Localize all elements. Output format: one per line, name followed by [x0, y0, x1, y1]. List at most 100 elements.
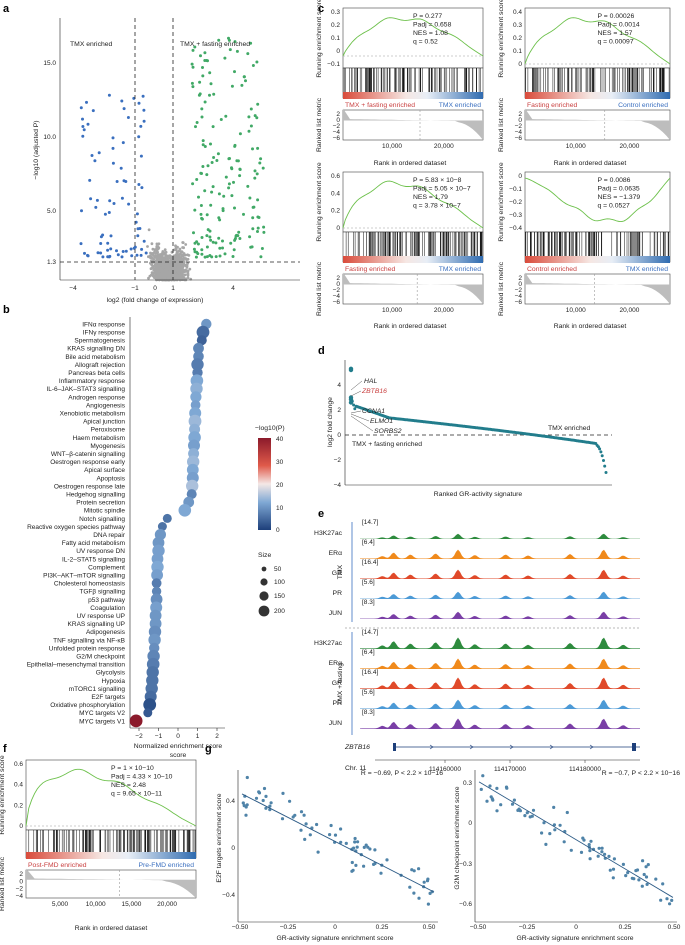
volcano-point-up [191, 182, 195, 186]
volcano-point-up [210, 190, 214, 194]
g-point [588, 849, 592, 853]
volcano-point-up [191, 85, 195, 89]
volcano-point-up [246, 184, 250, 188]
g-point [654, 877, 658, 881]
b-cbar-tick: 20 [276, 482, 284, 489]
gsea-rank-tick: 10,000 [86, 901, 106, 908]
b-pathway-label: KRAS signalling DN [67, 346, 125, 353]
d-xlabel: Ranked GR-activity signature [434, 491, 523, 498]
gsea-stat: Padj = 0.658 [413, 22, 452, 29]
g-point [589, 839, 593, 843]
e-scale-label: [8.3] [362, 709, 375, 716]
volcano-point-up [222, 194, 226, 198]
volcano-point-ns [167, 255, 171, 259]
e-group-fasting: H3K27ac [14.7] ERα [6.4] GR [16.4] PR [5.6] JUN [… [314, 629, 640, 729]
volcano-point-ns [174, 244, 177, 248]
b-pathway-label: Oxidative phosphorylation [50, 702, 125, 709]
b-pathway-label: MYC targets V1 [79, 718, 125, 725]
volcano-point-up [209, 238, 213, 242]
volcano-point-ns [146, 245, 149, 248]
volcano-point-ns [170, 272, 174, 275]
e-group-label: TMX [337, 564, 344, 579]
gsea-metric-tick: 0 [336, 117, 340, 124]
g-right-stat: R = −0.7, P < 2.2 × 10−16 [602, 770, 681, 777]
panel-label-d: d [318, 345, 325, 357]
gsea-stat: Padj = 4.33 × 10−10 [111, 774, 173, 781]
b-pathway-label: Spermatogenesis [74, 338, 125, 345]
e-gene-exon [393, 743, 396, 751]
gsea-rank-gradient [525, 92, 670, 99]
volcano-point-ns [154, 259, 158, 263]
volcano-point-up [201, 66, 204, 69]
volcano-point-ns [181, 246, 185, 249]
gsea-metric-tick: −4 [333, 129, 341, 136]
g-point [385, 858, 389, 862]
g-point [661, 882, 665, 886]
g-left-xtick: −0.25 [280, 924, 297, 931]
d-gene-label: HAL [364, 378, 377, 385]
volcano-point-down [115, 180, 119, 183]
d-ytick: −2 [334, 457, 342, 464]
volcano-point-ns [148, 274, 152, 278]
d-point [596, 445, 600, 449]
e-scale-label: [5.6] [362, 579, 375, 586]
volcano-point-down [127, 202, 131, 206]
g-point [339, 827, 343, 831]
e-scale-label: [16.4] [362, 559, 378, 566]
volcano-point-down [140, 247, 144, 251]
g-point [339, 840, 343, 844]
g-point [588, 857, 592, 861]
gsea-stat: P = 0.277 [413, 13, 442, 20]
b-dot [193, 342, 204, 354]
gsea-ytick: 0.1 [513, 48, 522, 55]
gsea-metric-area [26, 868, 196, 898]
g-point [362, 845, 366, 850]
gsea-ytick: −0.2 [509, 199, 522, 206]
volcano-point-ns [158, 259, 161, 262]
a-ylabel: −log10 (adjusted P) [33, 120, 40, 179]
b-xtick: 1 [196, 733, 200, 740]
b-dot [186, 489, 197, 500]
b-pathway-label: Apical surface [84, 467, 125, 474]
volcano-point-down [124, 249, 128, 253]
g-left-xtick: 0.25 [376, 924, 389, 931]
g-point [641, 859, 645, 863]
volcano-point-up [258, 161, 262, 165]
b-pathway-label: Oestrogen response late [54, 483, 126, 490]
volcano-point-down [108, 254, 112, 258]
gsea-stat: Padj = 0.0635 [598, 186, 640, 193]
volcano-point-up [253, 169, 257, 173]
g-point [354, 863, 358, 868]
volcano-point-down [132, 96, 136, 100]
e-scale-label: [6.4] [362, 649, 375, 656]
gsea-metric-frame [524, 273, 671, 305]
b-pathway-label: IFNγ response [83, 330, 126, 337]
b-pathway-label: Mitotic spindle [84, 508, 126, 515]
volcano-point-down [111, 136, 115, 140]
volcano-point-ns [172, 271, 176, 274]
volcano-point-up [261, 166, 265, 170]
d-point [600, 454, 604, 458]
e-chr: Chr. 11 [345, 765, 367, 772]
gsea-ytick: 0.6 [331, 173, 340, 180]
c-xlabel-2: Rank in ordered dataset [554, 160, 627, 167]
b-size-tick: 100 [274, 579, 285, 586]
volcano-point-up [257, 216, 261, 219]
e-scale-label: [14.7] [362, 629, 378, 636]
volcano-point-up [229, 241, 233, 245]
g-point [587, 843, 591, 847]
volcano-points [79, 36, 266, 282]
g-point [611, 867, 616, 871]
g-point [264, 806, 268, 810]
volcano-point-ns [183, 273, 187, 277]
b-pathway-label: KRAS signalling UP [68, 621, 125, 628]
g-point [261, 798, 265, 803]
volcano-point-ns [147, 255, 150, 259]
volcano-point-ns [184, 243, 188, 246]
volcano-point-ns [186, 272, 190, 276]
e-track-label: PR [333, 590, 343, 597]
gsea-ylabel-metric: Ranked list metric [316, 97, 323, 152]
g-point [553, 828, 557, 832]
volcano-point-up [218, 254, 222, 258]
